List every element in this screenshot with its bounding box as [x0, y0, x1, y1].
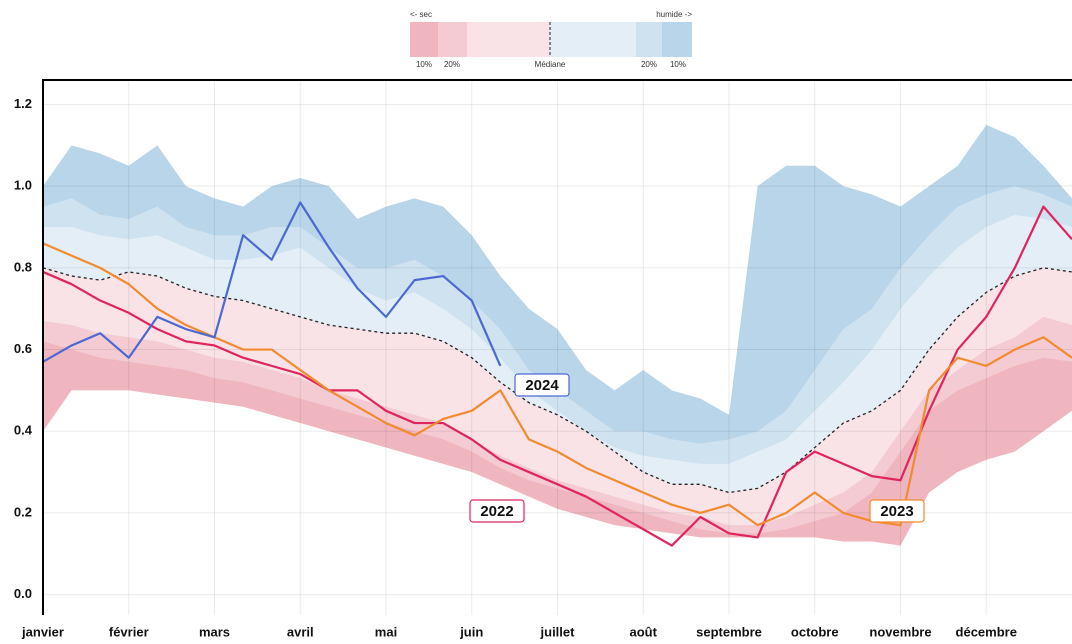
plot-frame	[42, 79, 1072, 615]
x-tick-label: août	[630, 624, 658, 639]
x-tick-label: février	[109, 624, 149, 639]
band-area	[43, 390, 1072, 615]
legend-right: humide ->	[656, 10, 692, 19]
legend-swatch	[467, 22, 550, 57]
y-tick-label: 0.8	[14, 259, 32, 274]
series-label-box	[514, 373, 570, 397]
median-line	[42, 267, 1072, 494]
legend-swatch	[410, 22, 438, 57]
x-tick-label: décembre	[956, 624, 1017, 639]
legend-label: 10%	[416, 60, 432, 69]
series-label: 2022	[480, 503, 513, 520]
y-tick-label: 0.4	[14, 423, 33, 438]
legend-left: <- sec	[410, 10, 432, 19]
legend-swatch	[662, 22, 692, 57]
y-tick-label: 1.2	[14, 96, 32, 111]
series-label: 2024	[525, 377, 559, 394]
legend-label: Médiane	[535, 60, 566, 69]
series-label: 2023	[880, 503, 913, 520]
x-tick-label: avril	[287, 624, 314, 639]
x-tick-label: juillet	[540, 624, 576, 639]
series-line	[42, 201, 502, 367]
x-tick-label: janvier	[21, 624, 64, 639]
x-tick-label: juin	[459, 624, 483, 639]
legend-swatch	[438, 22, 467, 57]
legend-label: 20%	[444, 60, 460, 69]
x-tick-label: novembre	[869, 624, 931, 639]
y-tick-label: 0.6	[14, 341, 32, 356]
y-tick-label: 0.2	[14, 504, 32, 519]
legend-swatch	[636, 22, 662, 57]
y-tick-label: 0.0	[14, 586, 32, 601]
series-line	[42, 205, 1072, 547]
series-label-box	[869, 499, 925, 523]
x-tick-label: octobre	[791, 624, 839, 639]
legend-label: 10%	[670, 60, 686, 69]
x-tick-label: mai	[375, 624, 397, 639]
legend-label: 20%	[641, 60, 657, 69]
x-tick-label: mars	[199, 624, 230, 639]
y-tick-label: 1.0	[14, 178, 32, 193]
series-label-box	[469, 499, 525, 523]
x-tick-label: septembre	[696, 624, 762, 639]
legend-swatch	[550, 22, 636, 57]
